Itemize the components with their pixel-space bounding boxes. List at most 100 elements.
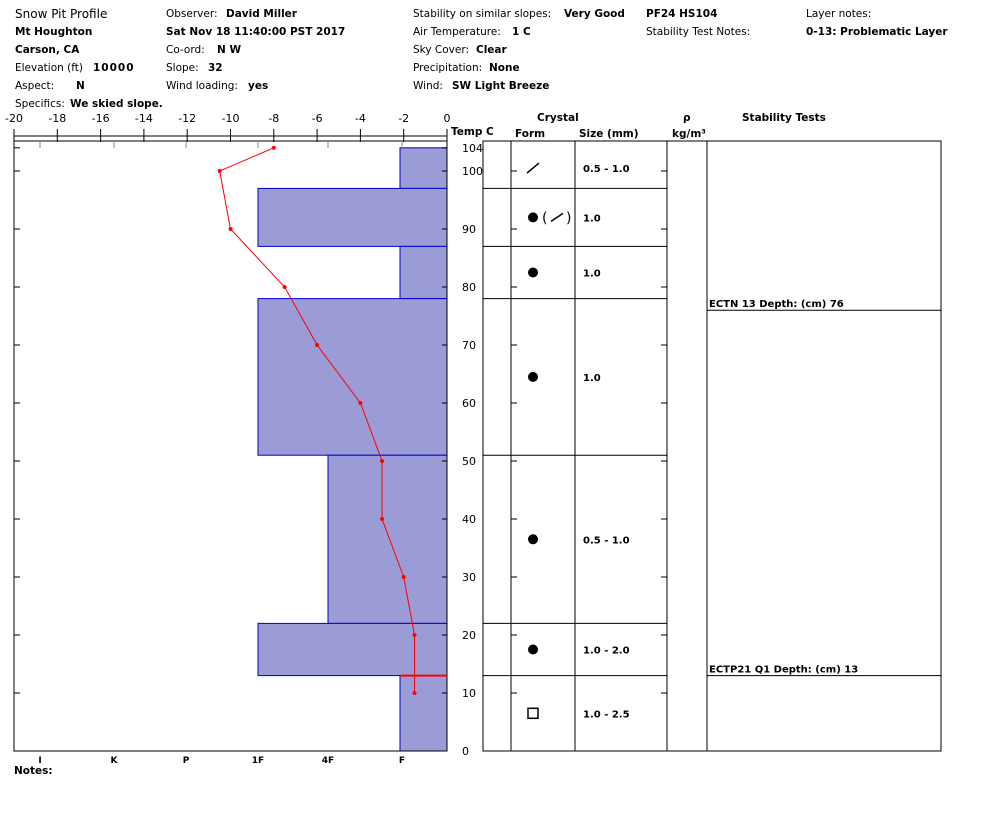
temp-tick-label: -4 (355, 112, 366, 125)
height-tick-label: 50 (462, 455, 476, 468)
temp-tick-label: -14 (135, 112, 153, 125)
temp-tick-label: -6 (312, 112, 323, 125)
height-tick-label: 10 (462, 687, 476, 700)
temp-tick-label: -16 (92, 112, 110, 125)
decomposing-icon (550, 212, 564, 223)
crystal-header: Crystal (537, 112, 579, 124)
observer-label: Observer: (166, 8, 218, 20)
density-header: kg/m³ (672, 128, 706, 140)
stab-notes-label: Stability Test Notes: (646, 26, 751, 38)
location: Mt Houghton (15, 26, 93, 38)
layer-size: 1.0 - 2.0 (583, 646, 630, 657)
plot-frame (13, 140, 448, 752)
temperature-point (401, 575, 406, 579)
temp-tick-label: 0 (444, 112, 451, 125)
temp-tick-label: -20 (5, 112, 23, 125)
temp-tick-label: -2 (398, 112, 409, 125)
datetime: Sat Nov 18 11:40:00 PST 2017 (166, 26, 346, 38)
specifics-label: Specifics: (15, 98, 65, 110)
observer: David Miller (226, 8, 297, 20)
wind-loading: yes (248, 80, 269, 92)
temp-tick-label: -12 (178, 112, 196, 125)
temp-tick-label: -18 (48, 112, 66, 125)
hardness-bar (257, 187, 448, 247)
layer-size: 1.0 (583, 373, 601, 384)
page-title: Snow Pit Profile (15, 7, 108, 21)
rounded-icon (528, 644, 538, 655)
wind-label: Wind: (413, 80, 443, 92)
specifics: We skied slope. (70, 98, 163, 110)
wind-loading-label: Wind loading: (166, 80, 238, 92)
rounded-icon (528, 267, 538, 278)
layer-notes: 0-13: Problematic Layer (806, 26, 948, 38)
temp-tick-label: -8 (268, 112, 279, 125)
temp-tick-label: -10 (222, 112, 240, 125)
rho-header: ρ (683, 112, 691, 124)
hardness-tick-label: I (38, 756, 41, 766)
height-tick-label: 80 (462, 281, 476, 294)
paren-close-icon: ) (566, 210, 571, 226)
hardness-tick-label: P (183, 756, 190, 766)
hardness-bar (399, 147, 448, 189)
layer-notes-label: Layer notes: (806, 8, 872, 20)
height-tick-label: 0 (462, 745, 469, 758)
height-tick-label: 40 (462, 513, 476, 526)
height-tick-label: 70 (462, 339, 476, 352)
elevation-label: Elevation (ft) (15, 62, 83, 74)
temperature-point (228, 227, 233, 231)
notes-label: Notes: (14, 765, 53, 777)
pf-hs: PF24 HS104 (646, 8, 718, 20)
temperature-point (412, 633, 417, 637)
height-tick-label: 104 (462, 142, 483, 155)
stability-test-label: ECTP21 Q1 Depth: (cm) 13 (709, 665, 858, 676)
rounded-icon (528, 534, 538, 545)
hardness-bar (399, 245, 448, 300)
height-tick-label: 30 (462, 571, 476, 584)
paren-open-icon: ( (542, 210, 547, 226)
hardness-tick-label: K (111, 756, 119, 766)
rounded-icon (528, 212, 538, 223)
temperature-point (412, 691, 417, 695)
hardness-bar (257, 298, 448, 456)
height-tick-label: 20 (462, 629, 476, 642)
stability-label: Stability on similar slopes: (413, 8, 552, 20)
layer-size: 1.0 (583, 269, 601, 280)
air-temp-label: Air Temperature: (413, 26, 501, 38)
temperature-point (315, 343, 320, 347)
sky: Clear (476, 44, 507, 56)
precip: None (489, 62, 520, 74)
temperature-point (282, 285, 287, 289)
temperature-point (271, 145, 276, 150)
stability-test-label: ECTN 13 Depth: (cm) 76 (709, 299, 844, 310)
coord: N W (217, 44, 242, 56)
stability: Very Good (564, 8, 625, 20)
layer-size: 0.5 - 1.0 (583, 535, 630, 546)
hardness-bar (399, 675, 448, 752)
form-header: Form (515, 128, 546, 140)
temperature-point (358, 401, 363, 405)
aspect: N (76, 80, 85, 92)
elevation: 10000 (93, 62, 135, 74)
hardness-tick-label: F (399, 756, 405, 766)
sky-label: Sky Cover: (413, 44, 470, 56)
wind: SW Light Breeze (452, 80, 550, 92)
height-tick-label: 100 (462, 165, 483, 178)
layer-size: 1.0 (583, 213, 601, 224)
coord-label: Co-ord: (166, 44, 205, 56)
hardness-tick-label: 4F (322, 756, 334, 766)
temperature-point (380, 459, 385, 463)
slope: 32 (208, 62, 223, 74)
decomposing-icon (526, 162, 540, 174)
air-temp: 1 C (512, 26, 531, 38)
precip-label: Precipitation: (413, 62, 483, 74)
size-header: Size (mm) (579, 128, 639, 140)
aspect-label: Aspect: (15, 80, 55, 92)
faceted-icon (527, 707, 539, 720)
slope-label: Slope: (166, 62, 199, 74)
layer-table-frame (482, 140, 942, 752)
region: Carson, CA (15, 44, 80, 56)
height-tick-label: 60 (462, 397, 476, 410)
temp-axis-label: Temp C (451, 126, 494, 138)
